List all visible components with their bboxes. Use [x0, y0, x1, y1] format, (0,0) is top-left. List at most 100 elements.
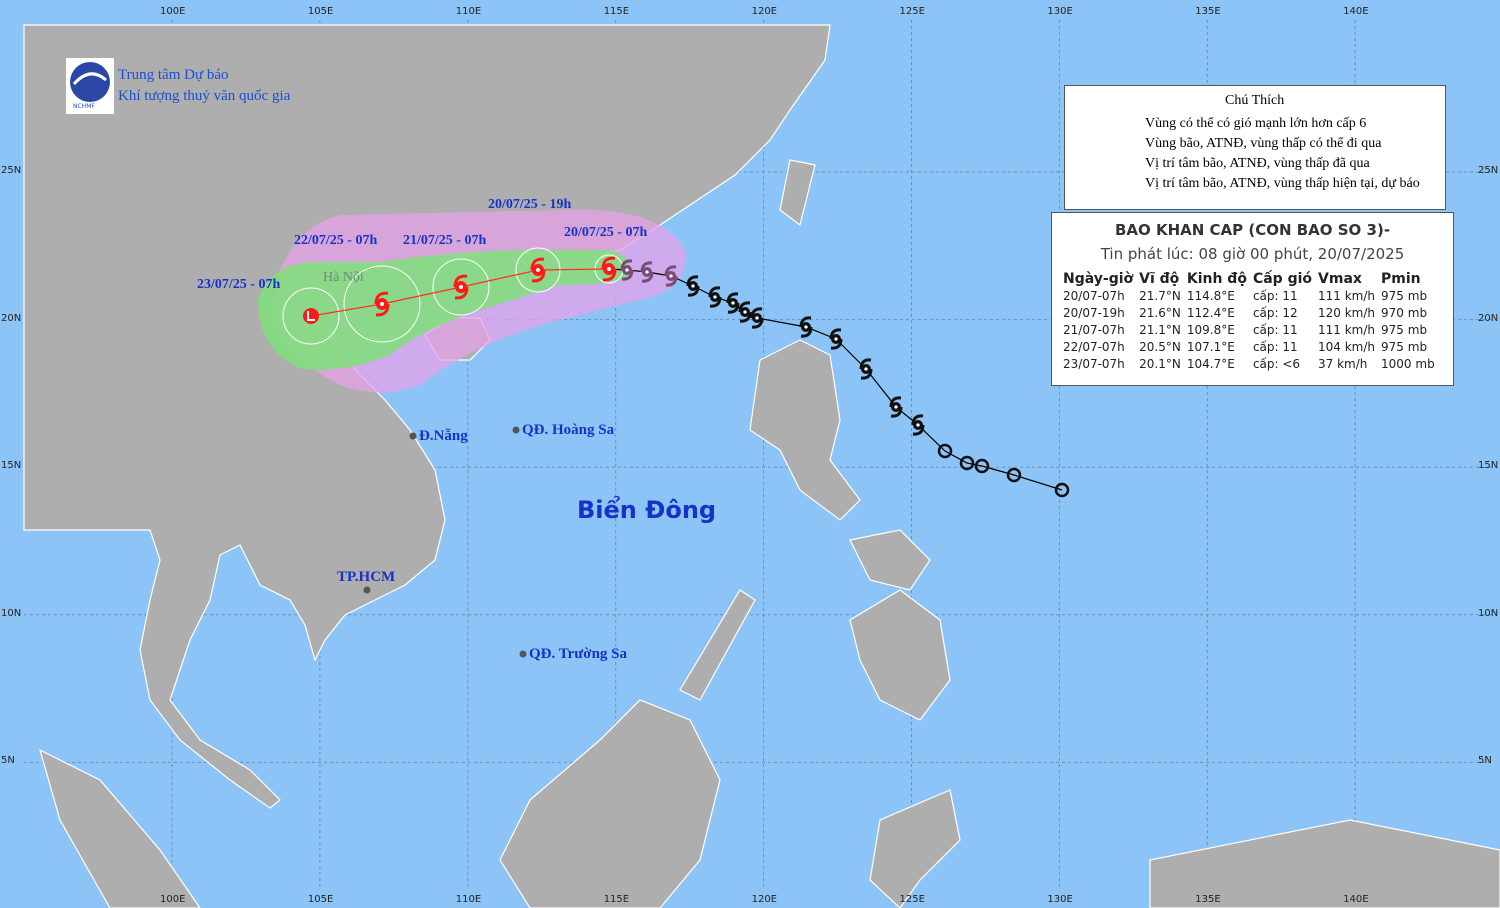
- palawan: [679, 589, 756, 701]
- table-cell: cấp: <6: [1252, 356, 1301, 371]
- storm-symbol-arm: [726, 292, 740, 314]
- table-cell: 970 mb: [1381, 305, 1428, 320]
- lon-label: 100E: [160, 6, 186, 17]
- table-cell: 120 km/h: [1318, 305, 1376, 320]
- storm-symbol-arm: [738, 301, 752, 323]
- lat-label: 5N: [1478, 755, 1492, 767]
- legend-item: Vùng có thể có gió mạnh lớn hơn cấp 6: [1145, 116, 1367, 131]
- storm-symbol-arm: [829, 328, 843, 350]
- table-cell: 975 mb: [1381, 288, 1428, 303]
- table-cell: 111 km/h: [1318, 322, 1376, 337]
- storm-eye: [864, 367, 868, 371]
- track-label: 22/07/25 - 07h: [294, 233, 378, 248]
- lon-label: 140E: [1343, 894, 1369, 905]
- low-symbol: [974, 458, 990, 474]
- track-label: 20/07/25 - 07h: [564, 225, 648, 240]
- bulletin-issued: Tin phát lúc: 08 giờ 00 phút, 20/07/2025: [1100, 245, 1405, 263]
- storm-symbol-arm: [601, 256, 617, 282]
- low-symbol: [959, 455, 975, 471]
- storm-symbol-arm: [620, 259, 634, 281]
- storm-eye: [669, 274, 673, 278]
- table-cell: 109.8°E: [1186, 322, 1235, 337]
- table-cell: 21.1°N: [1139, 322, 1181, 337]
- lat-label: 20N: [1478, 312, 1499, 324]
- legend-title: Chú Thích: [1225, 93, 1285, 108]
- storm-eye: [459, 285, 463, 289]
- lon-label: 110E: [455, 894, 482, 905]
- storm-symbol-arm: [859, 358, 873, 380]
- table-cell: 37 km/h: [1318, 356, 1368, 371]
- legend: Chú Thích Vùng có thể có gió mạnh lớn hơ…: [1064, 85, 1446, 210]
- org-name: Khí tượng thuỷ văn quốc gia: [118, 88, 291, 104]
- table-cell: cấp: 11: [1252, 322, 1298, 337]
- bulletin-table: Ngày-giờ Vĩ độ Kinh độ Cấp gió Vmax Pmin 20/07…: [1060, 271, 1438, 372]
- table-cell: 111 km/h: [1318, 288, 1376, 303]
- storm-eye: [731, 301, 735, 305]
- storm-eye: [625, 268, 629, 272]
- table-cell: 104 km/h: [1318, 339, 1376, 354]
- bulletin-title: BAO KHAN CAP (CON BAO SO 3)-: [1114, 221, 1391, 239]
- storm-symbol-arm: [686, 275, 700, 297]
- table-row: 21/07-07h 21.1°N 109.8°E cấp: 11 111 km/h 975…: [1060, 321, 1438, 338]
- place-dots: [363, 426, 527, 658]
- lon-label: 105E: [307, 6, 334, 17]
- table-cell: cấp: 12: [1252, 305, 1298, 320]
- sea-label: Biển Đông: [577, 496, 717, 524]
- lat-label: 25N: [1478, 165, 1499, 176]
- taiwan: [779, 159, 816, 227]
- storm-eye: [607, 267, 611, 271]
- lat-label: 25N: [1, 165, 22, 176]
- low-symbol: [937, 443, 953, 459]
- storm-eye: [834, 337, 838, 341]
- bulletin: BAO KHAN CAP (CON BAO SO 3)- Tin phát lú…: [1051, 212, 1454, 386]
- lon-label: 140E: [1343, 6, 1369, 17]
- low-letter: [307, 311, 315, 321]
- lon-label: 115E: [603, 894, 630, 905]
- storm-eye: [380, 302, 384, 306]
- borneo: [499, 699, 721, 908]
- table-row: 22/07-07h 20.5°N 107.1°E cấp: 11 104 km/h 975…: [1060, 338, 1438, 355]
- table-row: 23/07-07h 20.1°N 104.7°E cấp: <6 37 km/h 1000…: [1060, 355, 1438, 372]
- storm-eye: [645, 270, 649, 274]
- table-row: 20/07-19h 21.6°N 112.4°E cấp: 12 120 km/h 970…: [1060, 304, 1438, 321]
- lat-label: 10N: [1478, 607, 1499, 619]
- column-header: Vĩ độ: [1139, 271, 1180, 287]
- place-label: QĐ. Trường Sa: [529, 646, 628, 662]
- storm-symbol-arm: [799, 316, 813, 338]
- low-symbol: [1006, 467, 1022, 483]
- table-cell: 104.7°E: [1186, 356, 1235, 371]
- storm-eye: [804, 325, 808, 329]
- lon-label: 130E: [1047, 894, 1073, 905]
- lon-label: 100E: [160, 894, 186, 905]
- table-cell: 114.8°E: [1186, 288, 1235, 303]
- lon-label: 135E: [1195, 6, 1221, 17]
- table-cell: cấp: 11: [1252, 288, 1298, 303]
- legend-item: Vị trí tâm bão, ATNĐ, vùng thấp đã qua: [1145, 156, 1370, 171]
- table-cell: 107.1°E: [1186, 339, 1235, 354]
- column-header: Pmin: [1381, 271, 1421, 287]
- lon-label: 120E: [751, 894, 777, 905]
- storm-eye: [713, 295, 717, 299]
- storm-symbol-arm: [750, 307, 764, 329]
- column-header: Ngày-giờ: [1063, 271, 1134, 287]
- table-cell: 20/07-19h: [1063, 305, 1125, 320]
- legend-item: Vị trí tâm bão, ATNĐ, vùng thấp hiện tại…: [1145, 176, 1420, 191]
- storm-eye: [691, 284, 695, 288]
- place-label: Đ.Nẵng: [419, 428, 468, 444]
- lon-label: 115E: [603, 6, 630, 17]
- column-header: Cấp gió: [1252, 271, 1313, 287]
- table-cell: 975 mb: [1381, 322, 1428, 337]
- mindanao: [849, 589, 951, 721]
- lon-label: 130E: [1047, 6, 1073, 17]
- storm-symbol-arm: [911, 414, 925, 436]
- table-cell: 23/07-07h: [1063, 356, 1125, 371]
- sulawesi: [869, 789, 961, 908]
- storm-symbol-arm: [640, 261, 654, 283]
- column-header: Kinh độ: [1186, 271, 1247, 287]
- storm-eye: [916, 423, 920, 427]
- lat-label: 10N: [1, 607, 22, 619]
- new-guinea: [1149, 819, 1500, 908]
- place-label: Hà Nội: [323, 270, 364, 285]
- table-cell: 112.4°E: [1186, 305, 1235, 320]
